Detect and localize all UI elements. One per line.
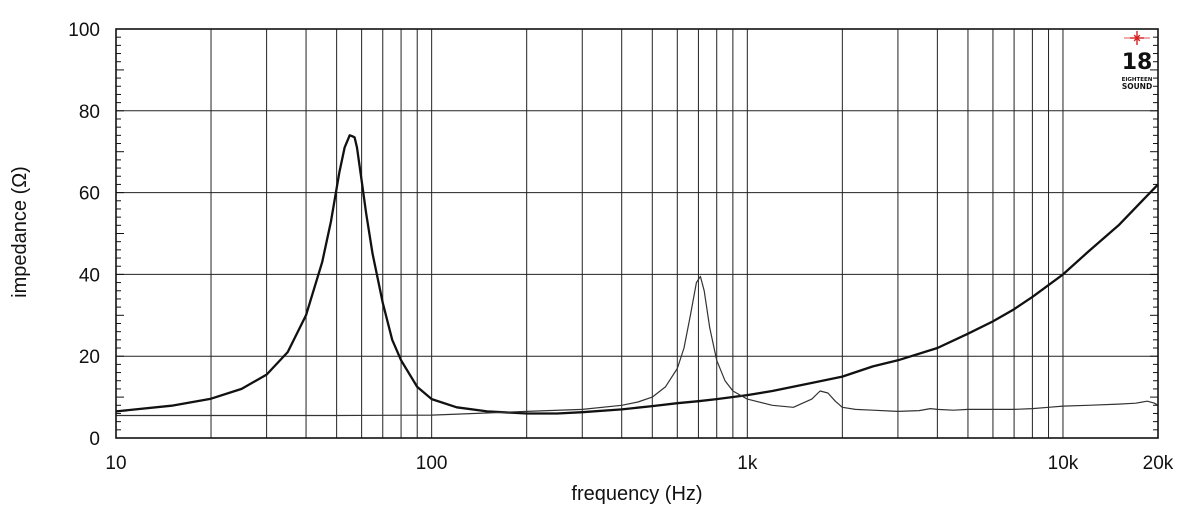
eighteen-sound-logo: 18 EIGHTEEN SOUND — [1122, 31, 1153, 91]
x-tick-label: 20k — [1143, 453, 1174, 474]
y-tick-label: 100 — [68, 20, 100, 41]
logo-line1: EIGHTEEN — [1122, 77, 1153, 83]
y-tick-label: 20 — [79, 347, 100, 368]
y-axis-label: impedance (Ω) — [9, 166, 31, 298]
series-layer — [115, 134, 1159, 417]
logo-number: 18 — [1122, 50, 1153, 75]
x-tick-label: 10k — [1048, 453, 1079, 474]
y-tick-label: 80 — [79, 102, 100, 123]
x-tick-label: 100 — [416, 453, 448, 474]
logo-star-icon — [1124, 31, 1150, 45]
impedance-curve-thin — [116, 275, 1159, 417]
x-tick-label: 10 — [105, 453, 126, 474]
x-tick-label: 1k — [737, 453, 758, 474]
x-axis-label: frequency (Hz) — [571, 483, 702, 505]
y-tick-label: 0 — [89, 429, 100, 450]
y-tick-label: 40 — [79, 265, 100, 286]
grid — [116, 29, 1158, 438]
y-tick-label: 60 — [79, 184, 100, 205]
logo-star-ray — [1136, 34, 1141, 39]
logo-line2: SOUND — [1122, 82, 1152, 91]
impedance-curve-thick — [115, 134, 1159, 415]
tick-labels: 0 20 40 60 80 100 10 100 1k 10k 20k — [68, 20, 1174, 474]
plot-frame — [115, 28, 1159, 439]
